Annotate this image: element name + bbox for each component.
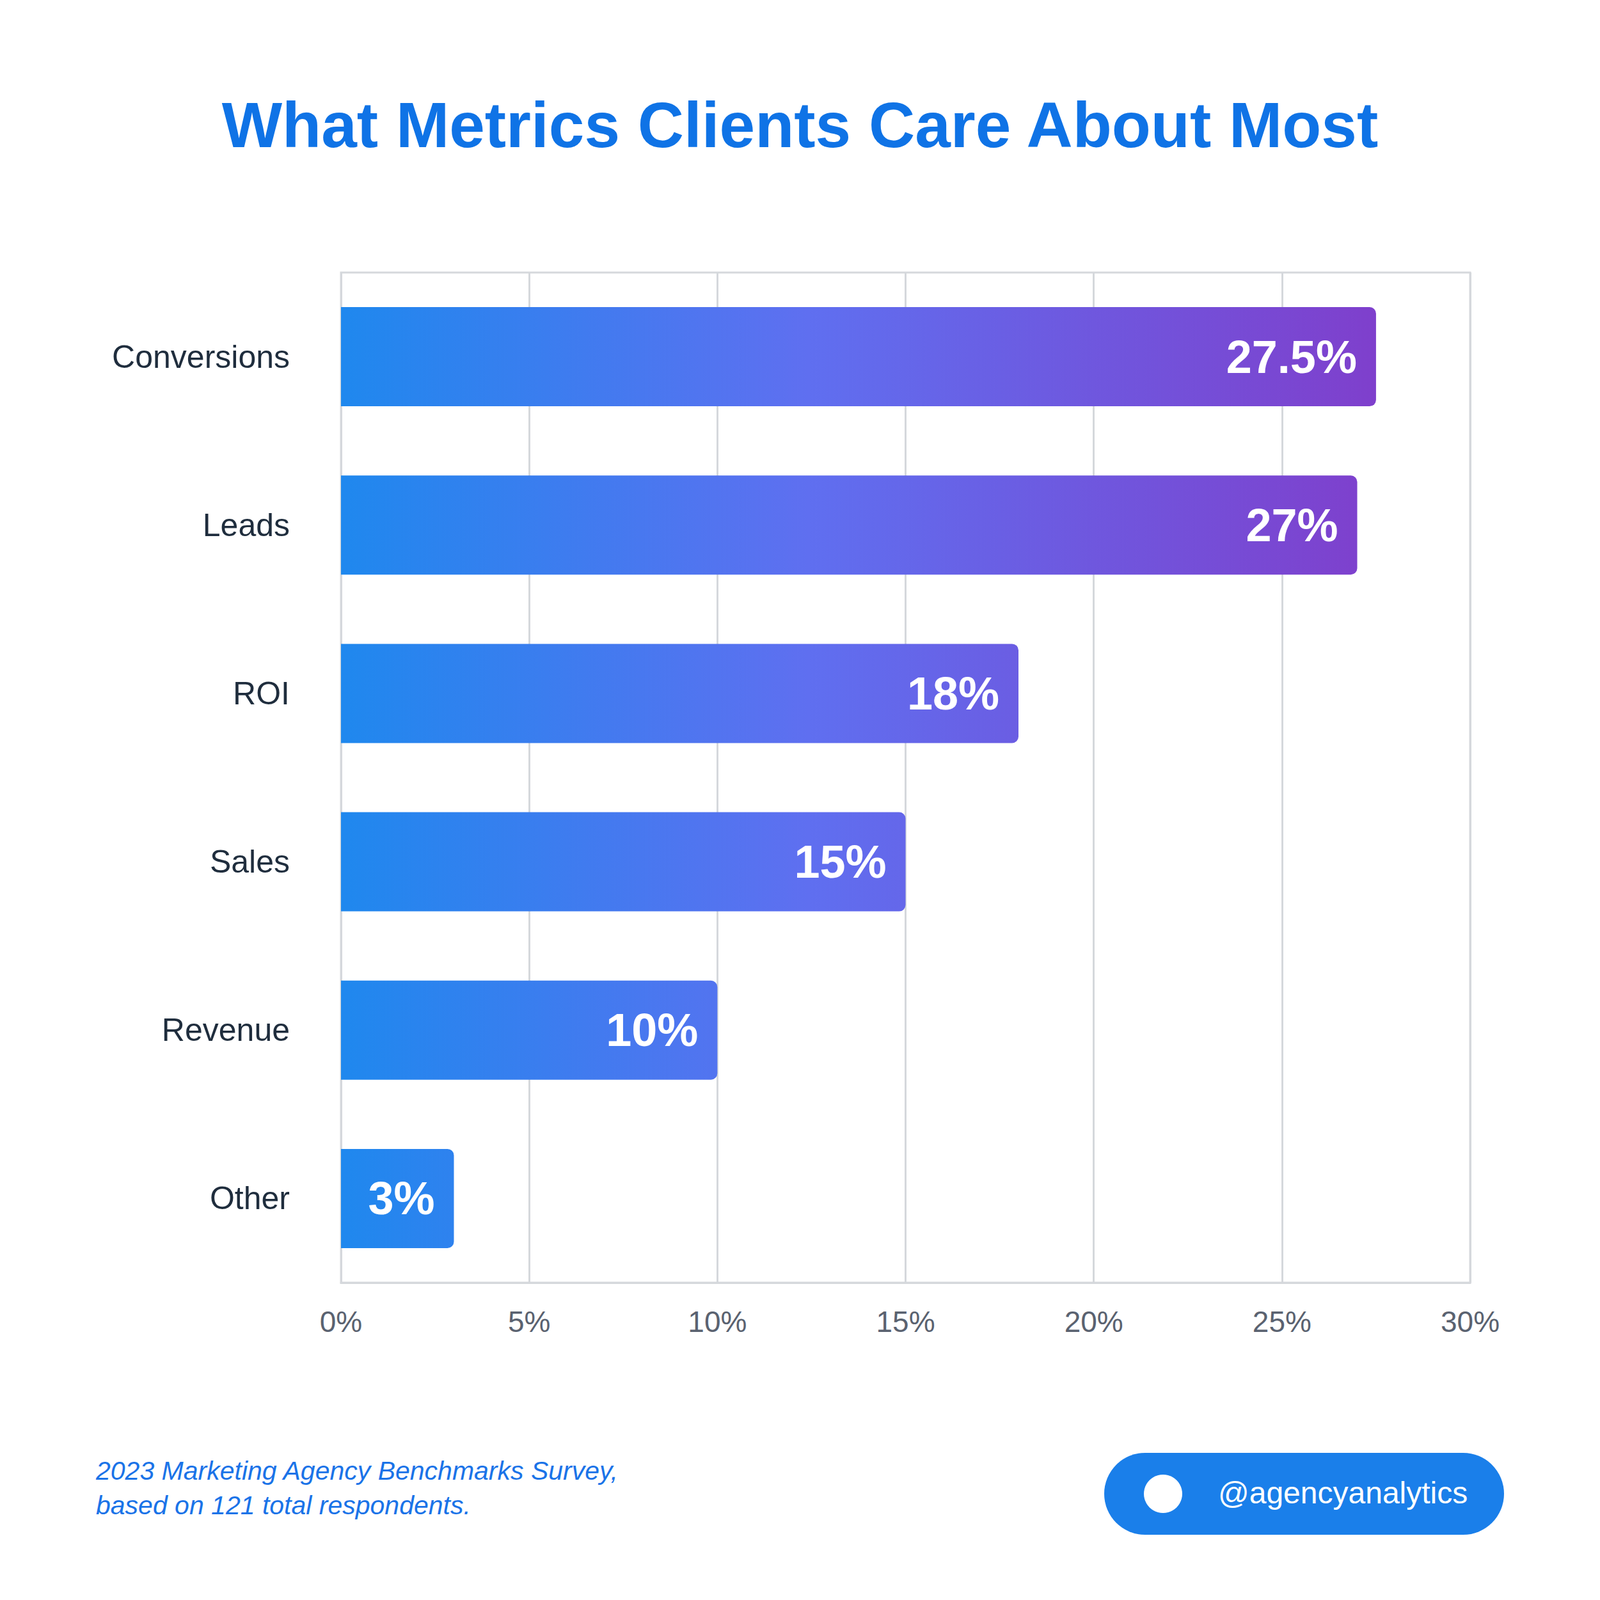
svg-text:Sales: Sales: [209, 843, 290, 880]
svg-text:based on 121 total respondents: based on 121 total respondents.: [95, 1490, 471, 1521]
svg-text:15%: 15%: [793, 836, 887, 888]
svg-text:30%: 30%: [1440, 1305, 1500, 1339]
svg-text:27%: 27%: [1245, 499, 1338, 551]
svg-text:Leads: Leads: [202, 507, 290, 544]
svg-text:27.5%: 27.5%: [1226, 331, 1357, 383]
svg-text:Conversions: Conversions: [111, 339, 290, 375]
svg-text:3%: 3%: [367, 1172, 435, 1224]
svg-text:25%: 25%: [1252, 1305, 1312, 1339]
svg-text:15%: 15%: [875, 1305, 935, 1339]
svg-text:What Metrics Clients Care Abou: What Metrics Clients Care About Most: [221, 88, 1379, 161]
svg-text:@agencyanalytics: @agencyanalytics: [1218, 1475, 1468, 1510]
svg-text:0%: 0%: [319, 1305, 363, 1339]
svg-text:5%: 5%: [507, 1305, 551, 1339]
svg-text:ROI: ROI: [232, 675, 290, 712]
svg-text:Other: Other: [209, 1180, 290, 1217]
svg-text:10%: 10%: [605, 1004, 698, 1056]
svg-text:20%: 20%: [1064, 1305, 1124, 1339]
svg-text:18%: 18%: [907, 667, 1000, 720]
svg-text:2023 Marketing Agency Benchmar: 2023 Marketing Agency Benchmarks Survey,: [95, 1456, 618, 1486]
svg-text:Revenue: Revenue: [161, 1012, 290, 1048]
svg-text:10%: 10%: [687, 1305, 747, 1339]
